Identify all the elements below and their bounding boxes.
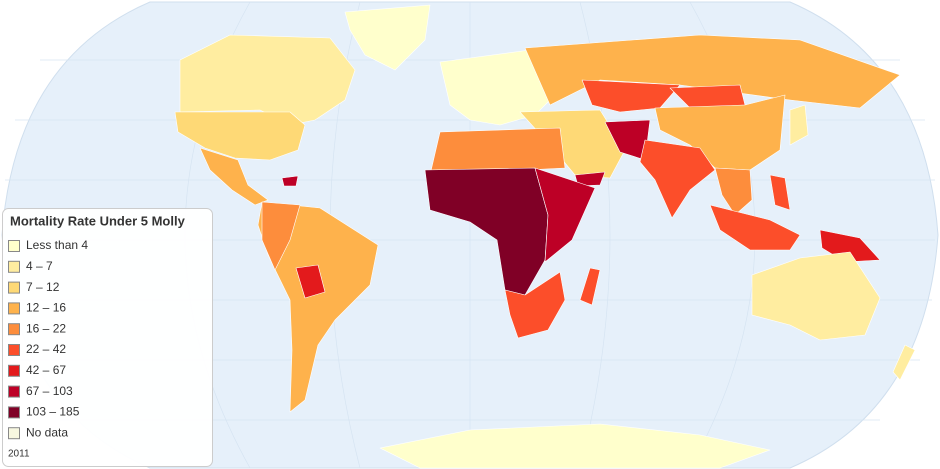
legend-label: Less than 4 [26, 238, 88, 252]
legend-title: Mortality Rate Under 5 Molly [10, 213, 186, 228]
mexico [199, 147, 269, 206]
legend-label: 22 – 42 [26, 342, 66, 356]
southern-africa [504, 271, 566, 339]
indonesia [709, 204, 801, 251]
legend-swatch [8, 364, 20, 377]
antarctica [379, 423, 771, 469]
new-zealand [892, 344, 916, 381]
legend-label: 42 – 67 [26, 363, 66, 377]
south-america [257, 201, 379, 413]
legend-label: 4 – 7 [26, 259, 53, 273]
madagascar [579, 267, 601, 306]
australia [751, 251, 881, 341]
countries [174, 4, 916, 469]
central-asia [581, 79, 681, 113]
greenland [344, 4, 431, 71]
andes [261, 201, 301, 271]
caribbean [281, 175, 299, 187]
bolivia [295, 264, 326, 299]
india [639, 139, 716, 219]
legend-swatch [8, 385, 20, 398]
se-asia [714, 167, 753, 216]
legend-swatch [8, 406, 20, 419]
legend-label: 103 – 185 [26, 405, 80, 419]
footnote: 2011 [8, 449, 30, 460]
legend-box [2, 208, 213, 467]
philippines [769, 174, 791, 211]
russia [524, 34, 901, 109]
legend-label: 12 – 16 [26, 301, 66, 315]
legend-label: 7 – 12 [26, 280, 60, 294]
legend-swatch [8, 240, 20, 252]
legend-swatch [8, 344, 20, 356]
legend-label: 16 – 22 [26, 321, 66, 335]
japan [789, 104, 809, 146]
legend-swatch [8, 260, 20, 273]
legend-label: No data [26, 425, 68, 439]
usa [174, 111, 306, 161]
north-africa [429, 127, 566, 176]
legend-swatch [8, 323, 20, 336]
legend-swatch [8, 302, 20, 315]
legend-swatch [8, 427, 20, 440]
legend-label: 67 – 103 [26, 384, 73, 398]
legend-items: Less than 4 4 – 7 7 – 12 12 – 16 16 – 22 22 –… [8, 238, 88, 440]
legend-swatch [8, 281, 20, 294]
canada [179, 34, 356, 126]
east-africa [534, 167, 596, 263]
